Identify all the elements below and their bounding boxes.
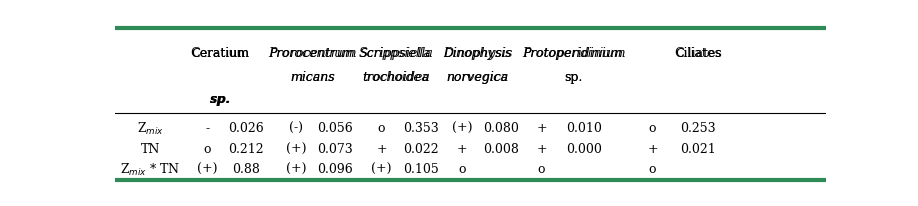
Text: o: o xyxy=(378,122,386,135)
Text: trochoidea: trochoidea xyxy=(363,71,429,84)
Text: 0.105: 0.105 xyxy=(403,163,439,176)
Text: 0.253: 0.253 xyxy=(680,122,716,135)
Text: Ciliates: Ciliates xyxy=(674,47,722,60)
Text: sp.: sp. xyxy=(565,71,583,84)
Text: 0.000: 0.000 xyxy=(566,143,602,156)
Text: Protoperidinium: Protoperidinium xyxy=(524,47,623,60)
Text: Prorocentrum: Prorocentrum xyxy=(270,47,355,60)
Text: norvegica: norvegica xyxy=(447,71,509,84)
Text: micans: micans xyxy=(290,71,335,84)
Text: 0.212: 0.212 xyxy=(229,143,264,156)
Text: o: o xyxy=(204,143,211,156)
Text: (+): (+) xyxy=(452,122,472,135)
Text: 0.080: 0.080 xyxy=(483,122,519,135)
Text: 0.026: 0.026 xyxy=(229,122,264,135)
Text: +: + xyxy=(456,143,467,156)
Text: (-): (-) xyxy=(289,122,303,135)
Text: 0.073: 0.073 xyxy=(318,143,353,156)
Text: 0.010: 0.010 xyxy=(566,122,602,135)
Text: sp.: sp. xyxy=(565,71,583,84)
Text: Z$_{mix}$: Z$_{mix}$ xyxy=(137,121,163,137)
Text: Z$_{mix}$ * TN: Z$_{mix}$ * TN xyxy=(120,162,181,178)
Text: micans: micans xyxy=(290,71,335,84)
Text: +: + xyxy=(376,143,386,156)
Text: Ciliates: Ciliates xyxy=(675,47,722,60)
Text: trochoidea: trochoidea xyxy=(362,71,430,84)
Text: Ceratium: Ceratium xyxy=(191,47,249,60)
Text: 0.096: 0.096 xyxy=(318,163,353,176)
Text: Ceratium: Ceratium xyxy=(190,47,250,60)
Text: 0.008: 0.008 xyxy=(483,143,519,156)
Text: (+): (+) xyxy=(285,163,307,176)
Text: o: o xyxy=(649,122,656,135)
Text: (+): (+) xyxy=(371,163,392,176)
Text: +: + xyxy=(536,122,547,135)
Text: 0.353: 0.353 xyxy=(403,122,439,135)
Text: Scrippsiella: Scrippsiella xyxy=(358,47,433,60)
Text: Dinophysis: Dinophysis xyxy=(442,47,512,60)
Text: (+): (+) xyxy=(285,143,307,156)
Text: sp.: sp. xyxy=(210,93,230,106)
Text: norvegica: norvegica xyxy=(446,71,509,84)
Text: Prorocentrum: Prorocentrum xyxy=(268,47,357,60)
Text: 0.022: 0.022 xyxy=(403,143,439,156)
Text: (+): (+) xyxy=(197,163,218,176)
Text: o: o xyxy=(538,163,545,176)
Text: +: + xyxy=(536,143,547,156)
Text: +: + xyxy=(647,143,658,156)
Text: Dinophysis: Dinophysis xyxy=(443,47,511,60)
Text: 0.88: 0.88 xyxy=(232,163,261,176)
Text: 0.021: 0.021 xyxy=(680,143,716,156)
Text: sp.: sp. xyxy=(209,93,230,106)
Text: 0.056: 0.056 xyxy=(318,122,353,135)
Text: o: o xyxy=(649,163,656,176)
Text: -: - xyxy=(206,122,209,135)
Text: o: o xyxy=(458,163,465,176)
Text: TN: TN xyxy=(140,143,160,156)
Text: Protoperidinium: Protoperidinium xyxy=(521,47,625,60)
Text: Scrippsiella: Scrippsiella xyxy=(360,47,431,60)
